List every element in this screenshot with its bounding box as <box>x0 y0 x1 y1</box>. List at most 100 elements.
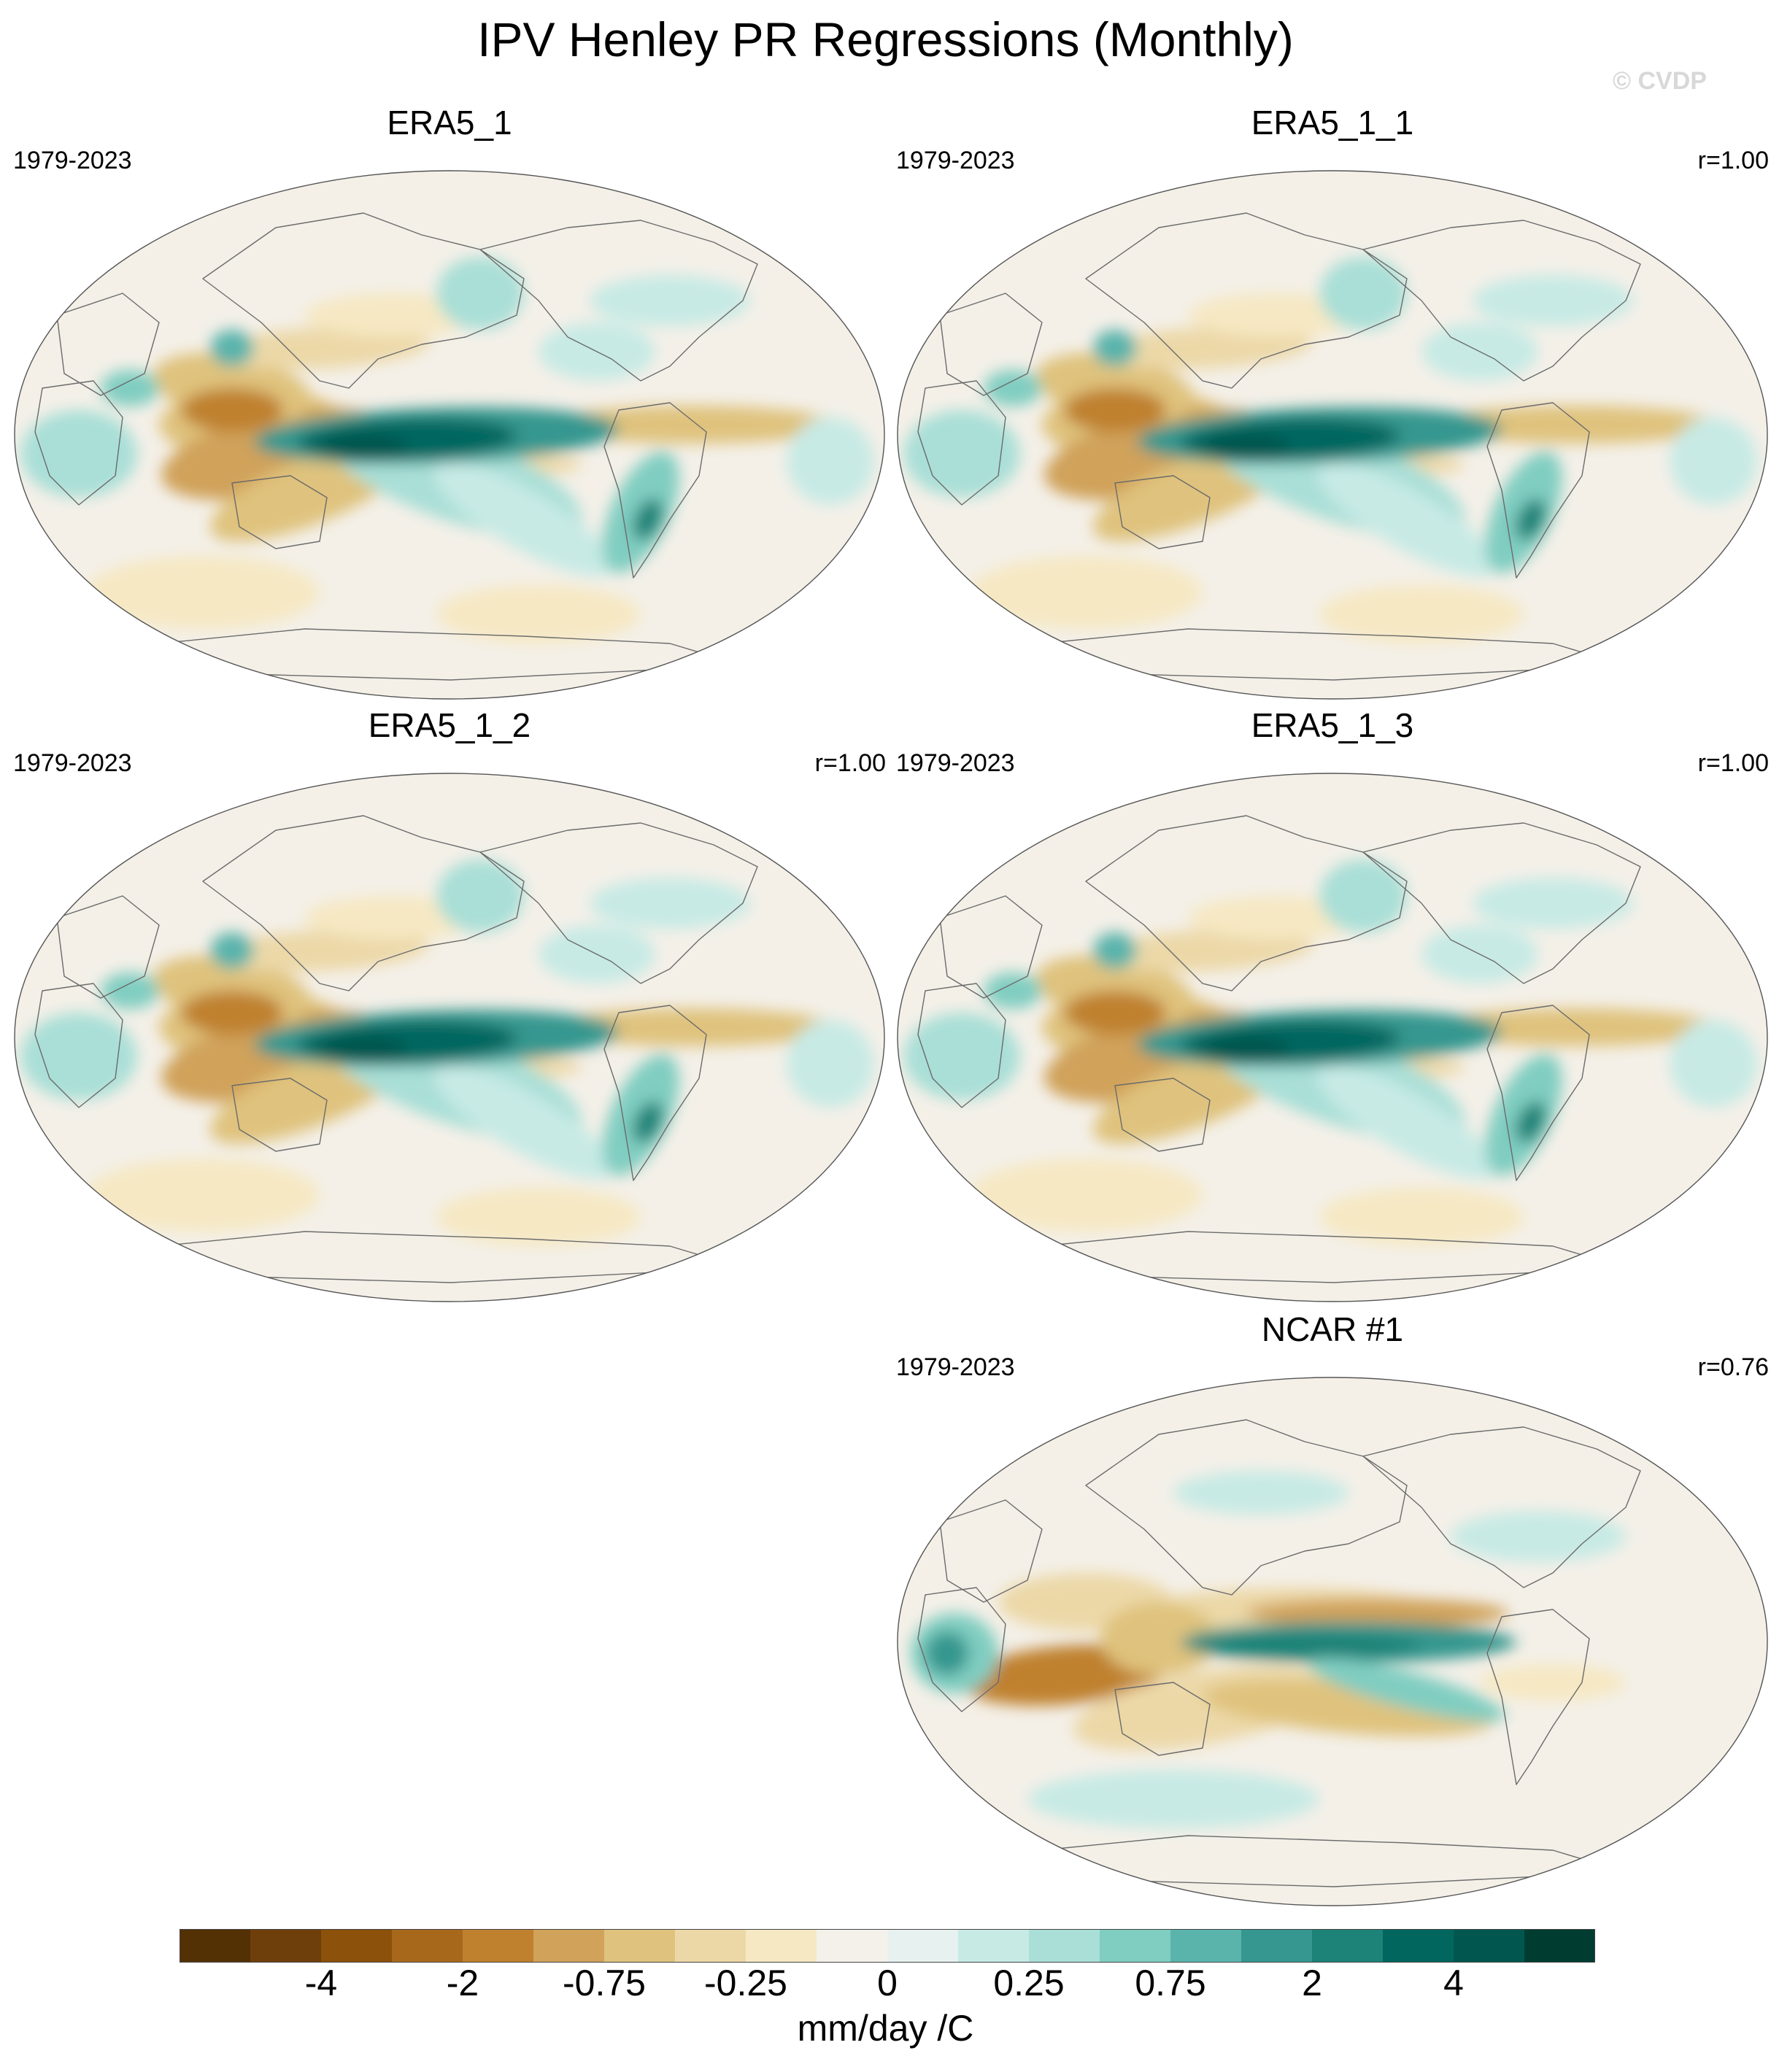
coastline <box>1486 1005 1590 1181</box>
anomaly-region <box>1188 896 1363 940</box>
coastline <box>34 380 123 506</box>
coastline <box>231 475 328 549</box>
map-panel-era5-1-1: ERA5_1_1 1979-2023 r=1.00 <box>896 102 1769 700</box>
coastline <box>1362 220 1641 382</box>
map-panel-era5-1: ERA5_1 1979-2023 <box>13 102 886 700</box>
anomaly-region <box>1317 462 1497 577</box>
anomaly-region <box>1670 417 1757 505</box>
regression-map <box>897 170 1768 700</box>
anomaly-region <box>1027 1770 1319 1828</box>
anomaly-region <box>546 1008 838 1046</box>
coastline <box>1085 1419 1408 1596</box>
colorbar-swatch <box>1241 1929 1313 1963</box>
panel-period: 1979-2023 <box>896 749 1015 777</box>
anomaly-region <box>1319 859 1407 932</box>
regression-map <box>897 1377 1768 1906</box>
anomaly-region <box>969 1159 1203 1232</box>
coastline <box>1114 1682 1211 1756</box>
anomaly-region <box>903 1013 1020 1100</box>
anomaly-region <box>1429 406 1721 444</box>
colorbar-tick-label: 0.75 <box>1135 1963 1206 2003</box>
map-panel-ncar-1: NCAR #1 1979-2023 r=0.76 <box>896 1309 1769 1907</box>
anomaly-region <box>1246 1599 1509 1628</box>
anomaly-region <box>320 1035 407 1064</box>
anomaly-region <box>787 417 874 505</box>
anomaly-region <box>434 1064 614 1180</box>
coastline <box>1085 815 1408 991</box>
panel-title: ERA5_1_1 <box>1251 104 1414 142</box>
anomaly-region <box>101 370 159 406</box>
colorbar-swatch <box>463 1929 534 1963</box>
coastline <box>56 293 160 396</box>
anomaly-region <box>181 991 283 1035</box>
anomaly-region <box>86 556 320 629</box>
anomaly-region <box>590 275 750 326</box>
colorbar-swatch <box>1170 1929 1242 1963</box>
panel-title: ERA5_1_3 <box>1251 706 1414 744</box>
anomaly-region <box>1203 432 1290 461</box>
coastline <box>202 815 525 991</box>
colorbar-swatch <box>1383 1929 1454 1963</box>
coastline <box>1362 1426 1641 1588</box>
figure-title: IPV Henley PR Regressions (Monthly) <box>477 12 1294 66</box>
anomaly-region <box>984 370 1042 406</box>
colorbar-swatch <box>321 1929 393 1963</box>
colorbar <box>180 1929 1595 1963</box>
coastline <box>939 1499 1043 1603</box>
anomaly-region <box>546 406 838 444</box>
anomaly-region <box>633 1101 663 1143</box>
panel-period: 1979-2023 <box>896 1353 1015 1381</box>
anomaly-region <box>1319 1188 1524 1246</box>
coastline <box>1486 402 1590 579</box>
anomaly-region <box>181 388 283 432</box>
panel-title: NCAR #1 <box>1261 1310 1404 1348</box>
anomaly-region <box>436 257 524 330</box>
colorbar-swatch <box>1100 1929 1171 1963</box>
panel-period: 1979-2023 <box>896 147 1015 174</box>
panel-period: 1979-2023 <box>13 147 132 174</box>
regression-map <box>14 773 885 1302</box>
panel-period: 1979-2023 <box>13 749 132 777</box>
panel-correlation: r=1.00 <box>814 749 886 777</box>
anomaly-region <box>436 1188 641 1246</box>
anomaly-region <box>1670 1020 1757 1107</box>
anomaly-region <box>434 462 614 577</box>
anomaly-region <box>1173 1471 1348 1515</box>
coastline <box>1114 1078 1211 1152</box>
anomaly-region <box>1319 585 1524 643</box>
anomaly-region <box>1188 1633 1421 1659</box>
anomaly-region <box>1429 1008 1721 1046</box>
coastline <box>917 380 1006 506</box>
regression-map <box>897 773 1768 1302</box>
anomaly-region <box>1093 932 1137 969</box>
panel-title: ERA5_1 <box>387 104 512 142</box>
coastline <box>603 1005 707 1181</box>
map-panel-era5-1-3: ERA5_1_3 1979-2023 r=1.00 <box>896 705 1769 1303</box>
colorbar-units: mm/day /C <box>797 2008 974 2049</box>
coastline <box>479 822 758 984</box>
colorbar-swatch <box>887 1929 959 1963</box>
colorbar-tick-label: 0.25 <box>993 1963 1065 2003</box>
anomaly-region <box>1480 1664 1626 1701</box>
panel-correlation: r=1.00 <box>1697 147 1769 174</box>
colorbar-tick-label: -4 <box>304 1963 338 2003</box>
colorbar-tick-label: 0 <box>877 1963 898 2003</box>
anomaly-region <box>1308 1658 1506 1722</box>
anomaly-region <box>590 878 750 929</box>
panel-correlation: r=0.76 <box>1697 1353 1769 1381</box>
anomaly-region <box>210 929 429 973</box>
colorbar-swatch <box>958 1929 1030 1963</box>
coastline <box>56 895 160 999</box>
coastline <box>231 1078 328 1152</box>
anomaly-region <box>1188 293 1363 337</box>
anomaly-region <box>20 410 137 498</box>
colorbar-swatch <box>250 1929 322 1963</box>
colorbar-swatch <box>180 1929 251 1963</box>
colorbar-swatch <box>604 1929 676 1963</box>
anomaly-region <box>210 326 429 370</box>
watermark: © CVDP <box>1613 67 1707 95</box>
anomaly-region <box>1064 991 1166 1035</box>
colorbar-tick-label: -2 <box>446 1963 479 2003</box>
anomaly-region <box>1093 929 1312 973</box>
anomaly-region <box>984 973 1042 1009</box>
